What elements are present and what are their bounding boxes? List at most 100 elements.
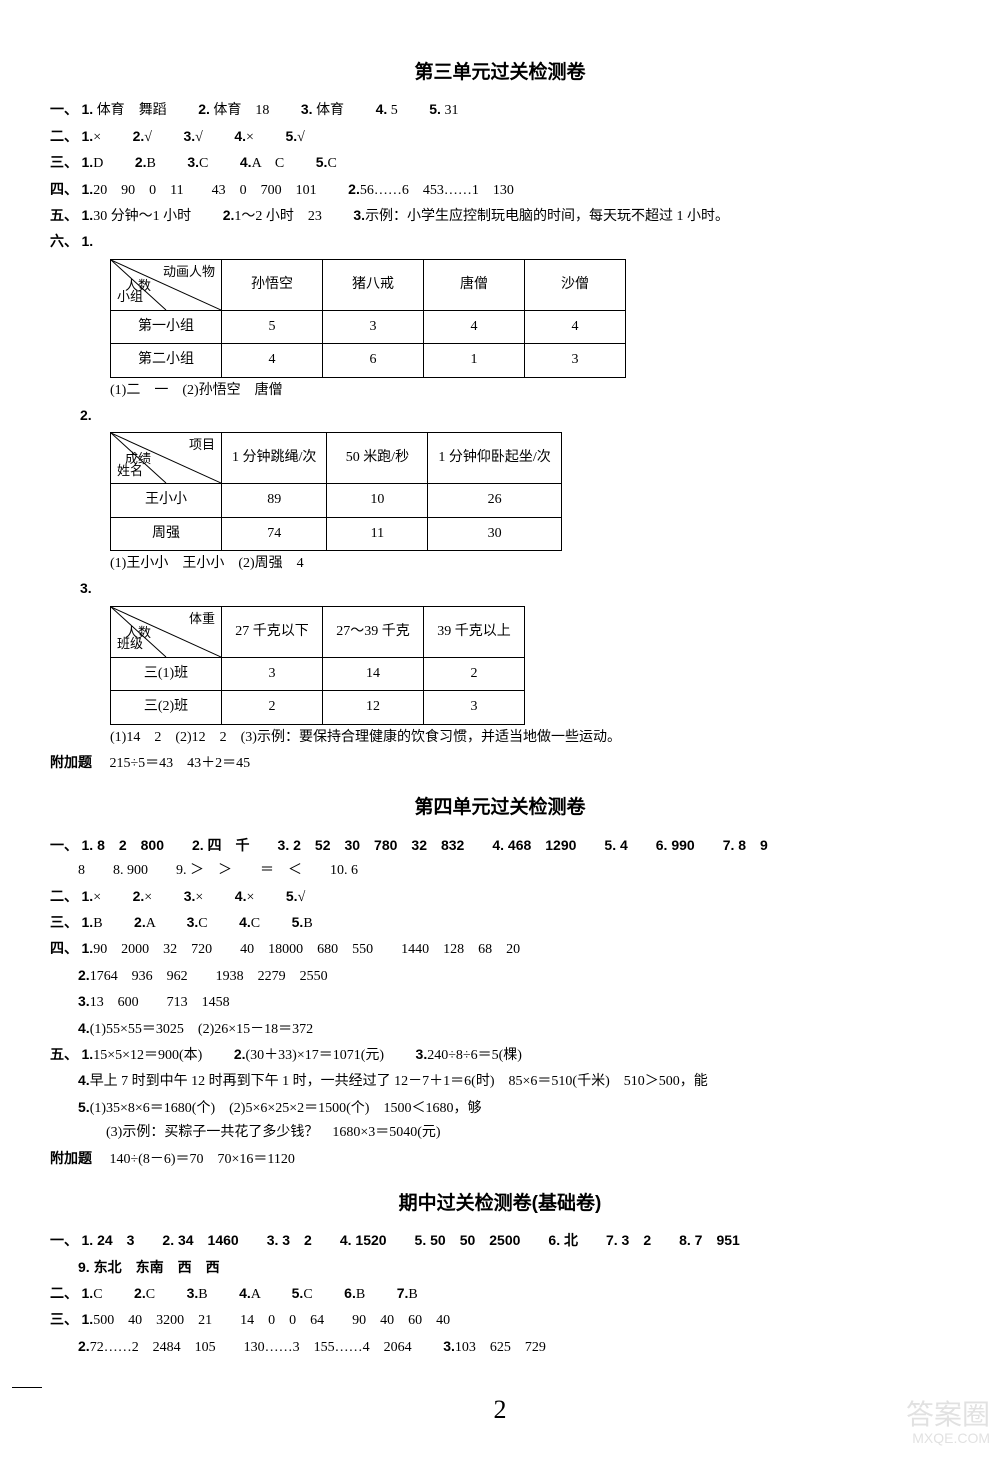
col-h: 39 千克以上 (424, 606, 525, 657)
q: 1. (82, 128, 94, 144)
u4-s5: 五、 1.15×5×12＝900(本) 2.(30＋33)×17＝1071(元)… (50, 1043, 950, 1067)
table-row: 王小小 89 10 26 (111, 484, 562, 517)
unit4-title: 第四单元过关检测卷 (50, 793, 950, 823)
u3-s1-label: 一、 (50, 101, 78, 117)
ans: 5 (391, 103, 398, 118)
u3-s3: 三、 1.D 2.B 3.C 4.A C 5.C (50, 151, 950, 175)
ans: × (195, 890, 203, 905)
ans: C (199, 156, 208, 171)
u4-s2-label: 二、 (50, 888, 78, 904)
q: 2. (348, 181, 360, 197)
ans: √ (297, 130, 305, 145)
ans: (1)55×55＝3025 (2)26×15－18＝372 (90, 1022, 313, 1037)
bonus-label: 附加题 (50, 754, 92, 770)
q: 2. (198, 101, 210, 117)
q: 5. (292, 1285, 304, 1301)
u3-s5: 五、 1.30 分钟～1 小时 2.1～2 小时 23 3.示例：小学生应控制玩… (50, 204, 950, 228)
q: 3. (187, 914, 199, 930)
ans: 240÷8÷6＝5(棵) (427, 1048, 522, 1063)
q: 5. (285, 128, 297, 144)
q: 1. (82, 233, 94, 249)
q: 1. (82, 1285, 94, 1301)
ans: 30 分钟～1 小时 (93, 209, 191, 224)
q: 5. (316, 154, 328, 170)
diag-bot: 班级 (117, 634, 143, 655)
col-h: 1 分钟跳绳/次 (222, 433, 327, 484)
ans: 示例：小学生应控制玩电脑的时间，每天玩不超过 1 小时。 (365, 209, 729, 224)
q: 3. (416, 1046, 428, 1062)
q: 2. (135, 154, 147, 170)
col-h: 1 分钟仰卧起坐/次 (428, 433, 561, 484)
q: 1. (82, 888, 94, 904)
q: 4. (239, 914, 251, 930)
q: 5. (78, 1099, 90, 1115)
q: 4. (376, 101, 388, 117)
u3-t1-ans: (1)二 一 (2)孙悟空 唐僧 (110, 380, 950, 402)
q: 2. (223, 207, 235, 223)
u4-s1b: 8 8. 900 9. ＞ ＞ ＝ ＜ 10. 6 (78, 860, 950, 882)
cell: 3 (525, 344, 626, 377)
q: 2. (80, 407, 92, 423)
ans: 体育 (97, 103, 125, 118)
mid-s3: 三、 1.500 40 3200 21 14 0 0 64 90 40 60 4… (50, 1308, 950, 1332)
ans: (3)示例：买粽子一共花了多少钱？ 1680×3＝5040(元) (106, 1125, 441, 1140)
row-h: 第二小组 (111, 344, 222, 377)
mid-s3-q2: 2.72……2 2484 105 130……3 155……4 2064 3.10… (78, 1335, 950, 1359)
q: 2. (134, 1285, 146, 1301)
cell: 5 (222, 310, 323, 343)
ans: B (408, 1287, 417, 1302)
cell: 30 (428, 517, 561, 550)
ans: C (146, 1287, 155, 1302)
q: 1. (82, 101, 94, 117)
u3-t3-ans: (1)14 2 (2)12 2 (3)示例：要保持合理健康的饮食习惯，并适当地做… (110, 727, 950, 749)
ans: 15×5×12＝900(本) (93, 1048, 202, 1063)
q: 5. (292, 914, 304, 930)
u4-s5-q5: 5.(1)35×8×6＝1680(个) (2)5×6×25×2＝1500(个) … (78, 1096, 950, 1120)
ans: B (356, 1287, 365, 1302)
col-h: 50 米跑/秒 (327, 433, 428, 484)
ans: 体育 (213, 103, 241, 118)
col-h: 孙悟空 (222, 259, 323, 310)
q: 3. (187, 1285, 199, 1301)
cell: 74 (222, 517, 327, 550)
ans: B (198, 1287, 207, 1302)
row-h: 第一小组 (111, 310, 222, 343)
q: 4. (239, 1285, 251, 1301)
q: 5. (429, 101, 441, 117)
bonus-ans: 215÷5＝43 43＋2＝45 (110, 756, 251, 771)
u4-s5-q5b: (3)示例：买粽子一共花了多少钱？ 1680×3＝5040(元) (106, 1122, 950, 1144)
ans: B (147, 156, 156, 171)
q: 3. (443, 1338, 455, 1354)
u3-table3: 体重 人数 班级 27 千克以下 27～39 千克 39 千克以上 三(1)班 … (110, 606, 525, 725)
diag-cell: 体重 人数 班级 (111, 606, 222, 657)
ans: A (252, 156, 261, 171)
ans: × (93, 130, 101, 145)
ans: × (246, 130, 254, 145)
u4-s3: 三、 1.B 2.A 3.C 4.C 5.B (50, 911, 950, 935)
u3-s4: 四、 1.20 90 0 11 43 0 700 101 2.56……6 453… (50, 178, 950, 202)
q: 2. (234, 1046, 246, 1062)
q: 4. (78, 1020, 90, 1036)
cell: 1 (424, 344, 525, 377)
q: 4. (234, 128, 246, 144)
mid-s2: 二、 1.C 2.C 3.B 4.A 5.C 6.B 7.B (50, 1282, 950, 1306)
ans: × (246, 890, 254, 905)
q: 4. (235, 888, 247, 904)
col-h: 猪八戒 (323, 259, 424, 310)
u3-table2: 项目 成绩 姓名 1 分钟跳绳/次 50 米跑/秒 1 分钟仰卧起坐/次 王小小… (110, 432, 562, 551)
cell: 3 (424, 691, 525, 724)
diag-top: 动画人物 (163, 262, 215, 283)
q: 7. (397, 1285, 409, 1301)
q: 3. (301, 101, 313, 117)
u3-s4-label: 四、 (50, 181, 78, 197)
q: 2. (133, 888, 145, 904)
q: 1. (82, 154, 94, 170)
mid-s3-label: 三、 (50, 1311, 78, 1327)
ans: C (251, 916, 260, 931)
u4-s1: 一、 1. 8 2 800 2. 四 千 3. 2 52 30 780 32 8… (50, 834, 950, 858)
cell: 4 (525, 310, 626, 343)
q: 2. (78, 967, 90, 983)
mid-s1b: 9. 东北 东南 西 西 (78, 1256, 950, 1280)
ans: 20 90 0 11 43 0 700 101 (93, 183, 316, 198)
u4-s3-label: 三、 (50, 914, 78, 930)
